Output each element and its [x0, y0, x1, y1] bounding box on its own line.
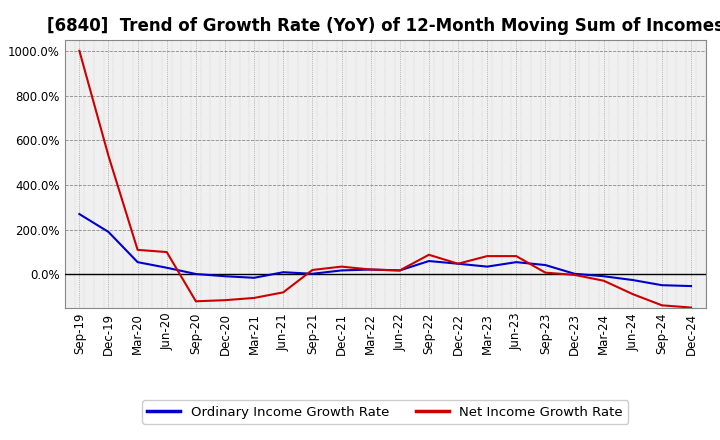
Ordinary Income Growth Rate [512, 260, 521, 265]
Net Income Growth Rate [192, 299, 200, 304]
Net Income Growth Rate [629, 291, 637, 297]
Legend: Ordinary Income Growth Rate, Net Income Growth Rate: Ordinary Income Growth Rate, Net Income … [142, 400, 629, 424]
Ordinary Income Growth Rate [687, 283, 696, 289]
Net Income Growth Rate [395, 268, 404, 273]
Ordinary Income Growth Rate [483, 264, 492, 269]
Ordinary Income Growth Rate [599, 274, 608, 279]
Ordinary Income Growth Rate [337, 268, 346, 273]
Title: [6840]  Trend of Growth Rate (YoY) of 12-Month Moving Sum of Incomes: [6840] Trend of Growth Rate (YoY) of 12-… [47, 17, 720, 35]
Net Income Growth Rate [512, 253, 521, 259]
Net Income Growth Rate [250, 295, 258, 301]
Ordinary Income Growth Rate [192, 271, 200, 277]
Ordinary Income Growth Rate [366, 267, 375, 272]
Net Income Growth Rate [308, 268, 317, 273]
Ordinary Income Growth Rate [541, 262, 550, 268]
Ordinary Income Growth Rate [250, 275, 258, 280]
Net Income Growth Rate [687, 305, 696, 310]
Line: Net Income Growth Rate: Net Income Growth Rate [79, 51, 691, 308]
Ordinary Income Growth Rate [104, 229, 113, 235]
Ordinary Income Growth Rate [629, 277, 637, 282]
Net Income Growth Rate [366, 267, 375, 272]
Net Income Growth Rate [279, 290, 287, 295]
Ordinary Income Growth Rate [308, 271, 317, 276]
Net Income Growth Rate [425, 252, 433, 257]
Net Income Growth Rate [133, 247, 142, 253]
Ordinary Income Growth Rate [657, 282, 666, 288]
Net Income Growth Rate [483, 253, 492, 259]
Net Income Growth Rate [454, 261, 462, 266]
Net Income Growth Rate [599, 278, 608, 283]
Net Income Growth Rate [541, 270, 550, 275]
Net Income Growth Rate [75, 48, 84, 53]
Ordinary Income Growth Rate [454, 261, 462, 266]
Net Income Growth Rate [163, 249, 171, 255]
Net Income Growth Rate [104, 153, 113, 158]
Ordinary Income Growth Rate [570, 271, 579, 276]
Ordinary Income Growth Rate [163, 265, 171, 270]
Net Income Growth Rate [570, 272, 579, 278]
Net Income Growth Rate [220, 297, 229, 303]
Ordinary Income Growth Rate [279, 270, 287, 275]
Ordinary Income Growth Rate [395, 268, 404, 273]
Ordinary Income Growth Rate [220, 274, 229, 279]
Net Income Growth Rate [657, 303, 666, 308]
Ordinary Income Growth Rate [425, 258, 433, 264]
Line: Ordinary Income Growth Rate: Ordinary Income Growth Rate [79, 214, 691, 286]
Net Income Growth Rate [337, 264, 346, 269]
Ordinary Income Growth Rate [133, 260, 142, 265]
Ordinary Income Growth Rate [75, 211, 84, 216]
